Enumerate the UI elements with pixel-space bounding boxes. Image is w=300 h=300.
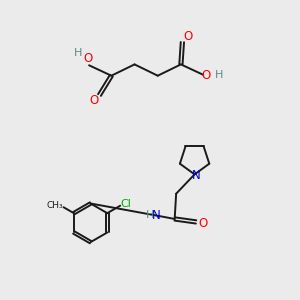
- Text: O: O: [201, 69, 210, 82]
- Text: O: O: [183, 30, 192, 43]
- Text: CH₃: CH₃: [47, 201, 64, 210]
- Text: O: O: [198, 217, 207, 230]
- Text: O: O: [89, 94, 99, 107]
- Text: H: H: [146, 210, 154, 220]
- Text: O: O: [83, 52, 92, 65]
- Text: N: N: [192, 169, 200, 182]
- Text: H: H: [214, 70, 223, 80]
- Text: N: N: [152, 209, 160, 222]
- Text: H: H: [74, 48, 82, 59]
- Text: Cl: Cl: [120, 199, 131, 209]
